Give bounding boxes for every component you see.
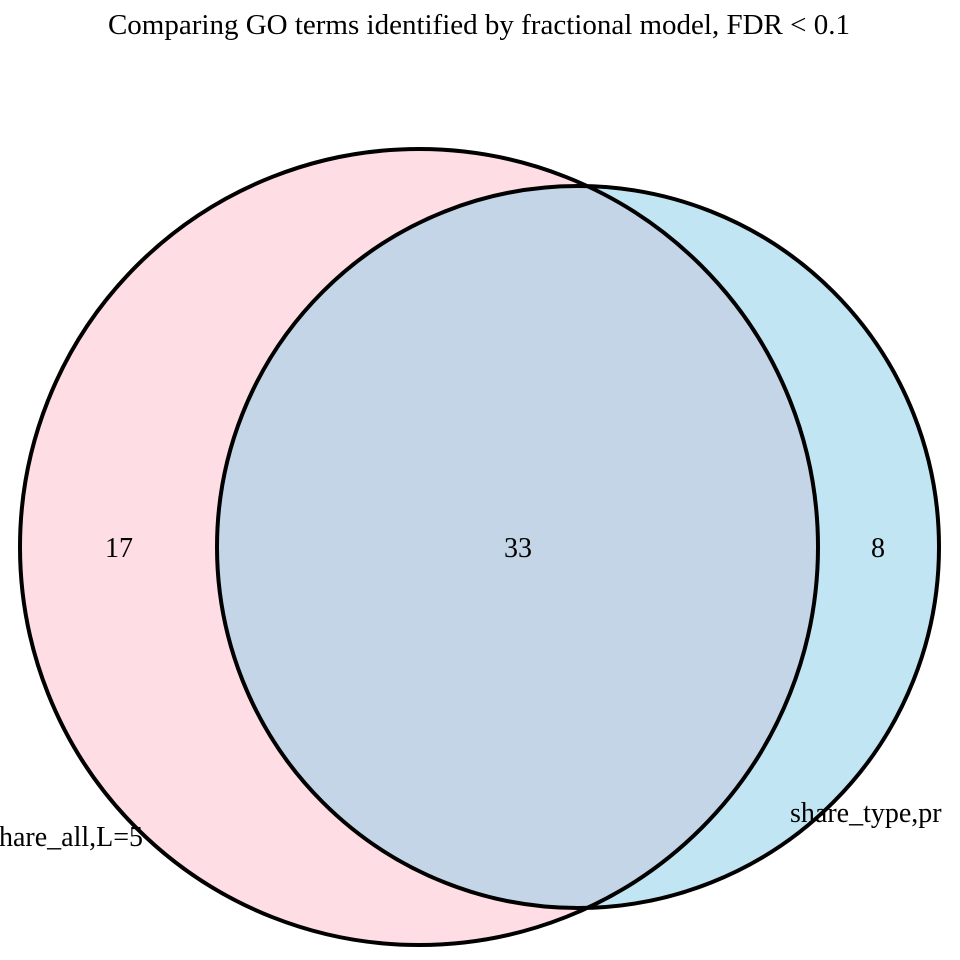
intersection-count: 33 — [504, 533, 532, 564]
set-b-only-count: 8 — [871, 533, 885, 564]
set-b-label: share_type,pr — [790, 798, 942, 829]
set-a-circle — [18, 147, 820, 947]
set-b-circle — [215, 184, 941, 910]
set-a-label: hare_all,L=5 — [0, 822, 143, 853]
set-a-only-count: 17 — [105, 533, 133, 564]
intersection-fill — [217, 186, 818, 908]
diagram-title: Comparing GO terms identified by fractio… — [108, 9, 850, 41]
